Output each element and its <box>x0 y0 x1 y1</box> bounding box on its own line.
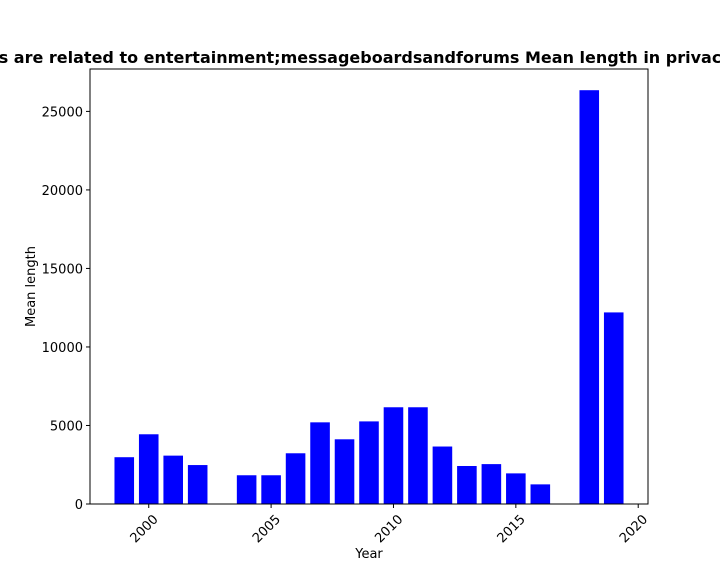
x-tick-label: 2000 <box>128 512 162 546</box>
bar-2002 <box>187 465 208 504</box>
bar-2010 <box>383 407 404 504</box>
x-axis-label: Year <box>354 547 383 562</box>
bars-group <box>114 90 624 504</box>
x-tick-label: 2005 <box>250 512 284 546</box>
bar-2000 <box>138 434 159 504</box>
y-tick-label: 5000 <box>50 419 83 434</box>
bar-2019 <box>603 312 624 504</box>
bar-2006 <box>285 453 306 504</box>
y-tick-label: 25000 <box>42 105 83 120</box>
bar-2005 <box>261 475 281 504</box>
bar-2004 <box>236 475 257 504</box>
bar-2001 <box>163 455 183 504</box>
x-tick-label: 2010 <box>372 512 406 546</box>
x-tick-label: 2020 <box>617 512 651 546</box>
plot-frame <box>89 68 649 505</box>
y-axis-label: Mean length <box>24 246 39 327</box>
bar-2015 <box>506 473 526 504</box>
bar-2012 <box>432 446 453 504</box>
bar-1999 <box>114 457 135 504</box>
bar-2013 <box>457 465 477 504</box>
chart-title: s are related to entertainment;messagebo… <box>0 48 720 67</box>
bar-2014 <box>481 464 502 504</box>
y-tick-label: 0 <box>75 498 83 513</box>
bar-2011 <box>408 407 428 504</box>
y-tick-label: 20000 <box>42 184 83 199</box>
x-tick-label: 2015 <box>495 512 529 546</box>
bar-2018 <box>579 90 600 504</box>
y-tick-label: 10000 <box>42 341 83 356</box>
bar-2008 <box>334 439 355 504</box>
bar-2009 <box>359 421 379 504</box>
bar-2016 <box>530 484 551 504</box>
bar-2007 <box>310 422 330 504</box>
y-tick-label: 15000 <box>42 262 83 277</box>
y-axis-ticks: 0 5000 10000 15000 20000 25000 <box>42 105 90 513</box>
x-axis-ticks: 2000 2005 2010 2015 2020 <box>128 504 651 546</box>
